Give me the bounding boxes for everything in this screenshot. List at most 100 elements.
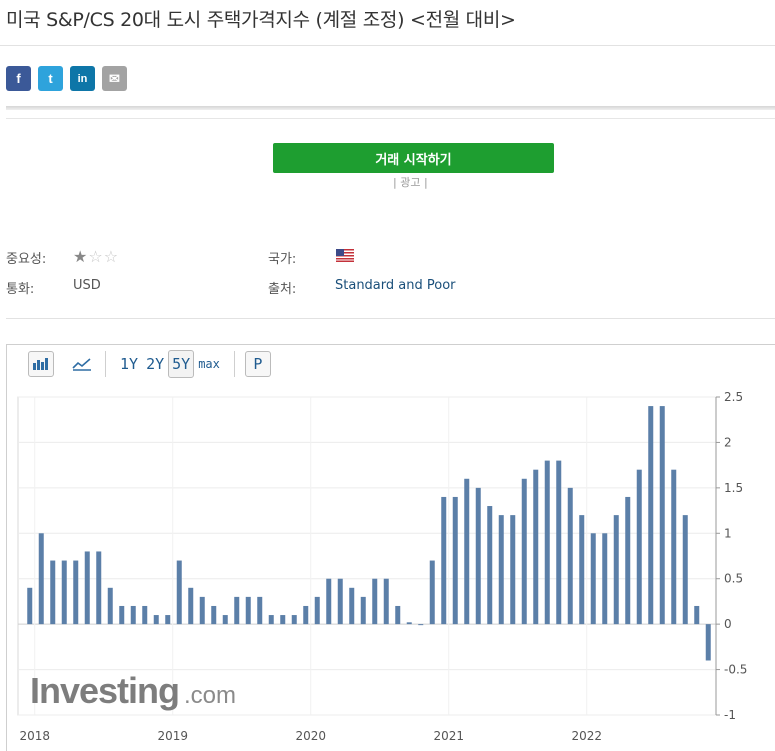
chart-bar <box>142 605 148 625</box>
chart-bar <box>107 587 113 625</box>
chart-bar <box>360 596 366 625</box>
chart-bar <box>268 615 274 625</box>
chart-bar <box>280 615 286 625</box>
country-label: 국가: <box>268 252 297 267</box>
chart-bar <box>613 515 619 625</box>
chart-bar <box>383 578 389 625</box>
chart-bar <box>533 469 539 625</box>
chart-bar <box>211 605 217 625</box>
social-share-bar: f t in ✉ <box>6 66 127 91</box>
toolbar-separator <box>105 351 106 377</box>
chart-bar <box>337 578 343 625</box>
currency-label: 통화: <box>6 282 35 297</box>
chart-bar <box>84 551 90 625</box>
start-trading-button[interactable]: 거래 시작하기 <box>273 143 554 173</box>
chart-bar <box>372 578 378 625</box>
chart-bar <box>291 615 297 625</box>
chart-bar <box>234 596 240 625</box>
us-flag-icon <box>336 249 354 262</box>
chart-bar <box>303 605 309 625</box>
x-tick-label: 2021 <box>433 729 464 743</box>
chart-bar <box>521 478 527 625</box>
facebook-icon[interactable]: f <box>6 66 31 91</box>
y-tick-label: 1.5 <box>724 481 743 495</box>
chart-container <box>6 344 775 751</box>
line-chart-icon[interactable] <box>69 351 95 377</box>
chart-bar <box>452 496 458 625</box>
chart-bar <box>188 587 194 625</box>
p-button[interactable]: P <box>244 351 271 377</box>
chart-bar <box>38 533 44 625</box>
chart-bar <box>579 515 585 625</box>
chart-bar <box>567 487 573 625</box>
chart-bar <box>27 587 33 625</box>
chart-bar <box>314 596 320 625</box>
divider <box>6 118 775 119</box>
chart-bar <box>694 605 700 625</box>
importance-stars: ★☆☆ <box>73 247 119 266</box>
ad-label: | 광고 | <box>393 176 428 189</box>
y-tick-label: 0 <box>724 617 732 631</box>
chart-bar <box>349 587 355 625</box>
chart-bar <box>464 478 470 625</box>
star-empty-icon: ☆ <box>103 247 120 266</box>
y-tick-label: 0.5 <box>724 572 743 586</box>
source-label: 출처: <box>268 282 297 297</box>
chart-bar <box>671 469 677 625</box>
chart-bar <box>487 506 493 625</box>
x-tick-label: 2019 <box>157 729 188 743</box>
chart-bar <box>441 496 447 625</box>
chart-bar <box>245 596 251 625</box>
chart-bar <box>326 578 332 625</box>
chart-bar <box>510 515 516 625</box>
chart-bar <box>648 406 654 625</box>
page-title: 미국 S&P/CS 20대 도시 주택가격지수 (계절 조정) <전월 대비> <box>6 9 516 31</box>
chart-bar <box>625 496 631 625</box>
mail-icon[interactable]: ✉ <box>102 66 127 91</box>
range-max-button[interactable]: max <box>198 357 220 371</box>
chart-bar <box>96 551 102 625</box>
divider <box>6 318 775 319</box>
y-tick-label: 1 <box>724 526 732 540</box>
chart-bar <box>165 615 171 625</box>
investing-watermark: Investing <box>30 670 179 711</box>
linkedin-icon[interactable]: in <box>70 66 95 91</box>
chart-bar <box>406 622 412 625</box>
star-empty-icon: ☆ <box>88 247 104 266</box>
chart-bar <box>682 515 688 625</box>
chart-toolbar: 1Y 2Y 5Y max P <box>28 350 271 378</box>
chart-bar <box>544 460 550 625</box>
chart-bar <box>556 460 562 625</box>
chart-bar <box>659 406 665 625</box>
chart-bar <box>153 615 159 625</box>
range-5y-button[interactable]: 5Y <box>168 350 195 378</box>
chart-bar <box>705 624 711 661</box>
range-1y-button[interactable]: 1Y <box>120 355 139 373</box>
chart-bar <box>50 560 56 625</box>
chart-bar <box>498 515 504 625</box>
x-tick-label: 2020 <box>295 729 326 743</box>
chart-bar <box>222 615 228 625</box>
currency-value: USD <box>73 278 101 293</box>
twitter-icon[interactable]: t <box>38 66 63 91</box>
y-tick-label: -1 <box>724 708 736 722</box>
chart-bar <box>636 469 642 625</box>
chart-bar <box>199 596 205 625</box>
chart-bar <box>73 560 79 625</box>
y-tick-label: 2.5 <box>724 390 743 404</box>
chart-bar <box>176 560 182 625</box>
bar-chart-icon[interactable] <box>28 351 54 377</box>
divider <box>0 45 775 46</box>
chart-bar <box>418 624 424 626</box>
chart-bar <box>602 533 608 625</box>
range-2y-button[interactable]: 2Y <box>146 355 165 373</box>
y-tick-label: -0.5 <box>724 663 747 677</box>
importance-label: 중요성: <box>6 252 47 267</box>
chart-bar <box>395 605 401 625</box>
source-link[interactable]: Standard and Poor <box>335 278 456 293</box>
x-tick-label: 2022 <box>571 729 602 743</box>
chart-bar <box>119 605 125 625</box>
chart-bar <box>257 596 263 625</box>
chart-bar <box>475 487 481 625</box>
